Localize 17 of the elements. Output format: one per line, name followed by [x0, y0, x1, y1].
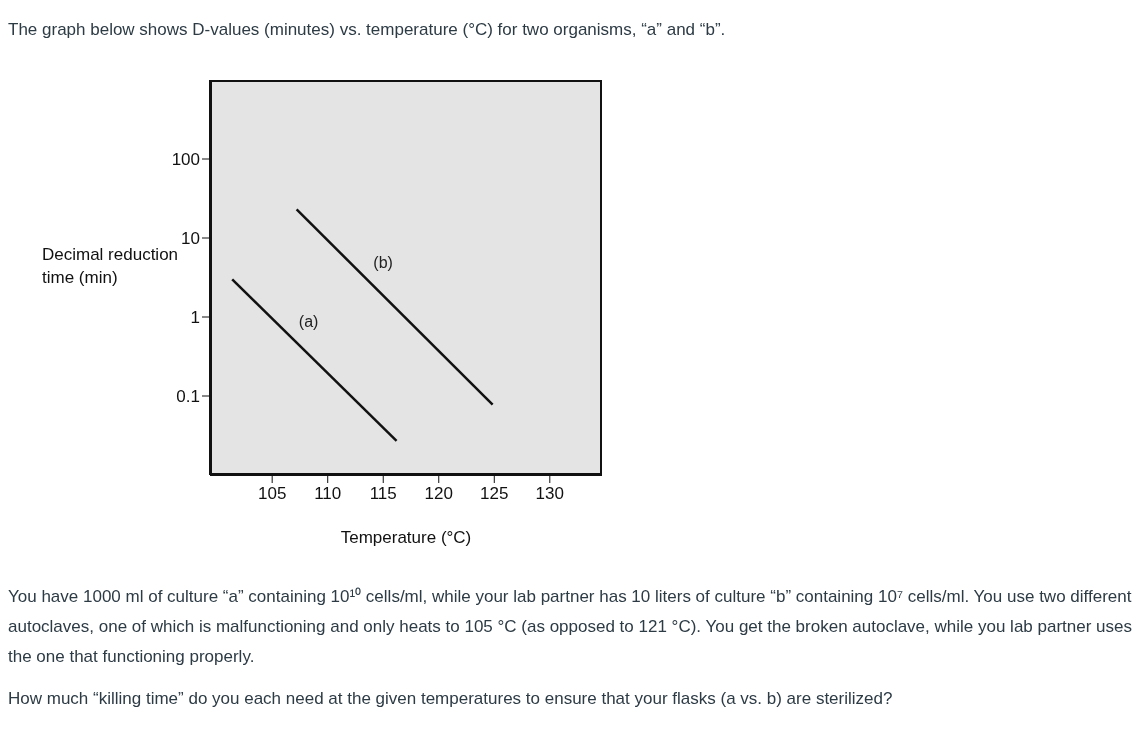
x-tick-label: 125	[480, 484, 509, 504]
series-label: (b)	[373, 253, 393, 271]
x-axis-title: Temperature (°C)	[340, 528, 472, 547]
y-tick-label: 1	[190, 308, 200, 328]
y-tick-label: 100	[171, 150, 200, 170]
y-axis-title: Decimal reduction time (min)	[42, 244, 180, 289]
series-label: (a)	[298, 313, 319, 331]
text: You have 1000 ml of culture “a” containing 10¹⁰ cells/ml, while your lab partner has 10 liters of culture “b” containing 10⁷ cells/ml. You use two different autoclaves, one of which is malfunctioning and only heats to 105 °C (as opposed to 121 °C). You get the broken autoclave, while you lab partner uses the one that functioning properly.	[8, 586, 1134, 668]
x-tick-label: 130	[535, 484, 564, 504]
x-tick-label: 105	[258, 484, 287, 504]
chart-title: The graph below shows D-values (minutes) vs. temperature (°C) for two organisms, “a” and “b”.	[8, 20, 726, 40]
x-tick-label: 110	[314, 484, 342, 504]
x-tick-label: 120	[424, 484, 453, 504]
text: How much “killing time” do you each need at the given temperatures to ensure that your flasks (a vs. b) are sterilized?	[8, 688, 894, 710]
y-tick-label: 0.1	[176, 387, 200, 407]
x-tick-label: 115	[369, 484, 397, 504]
y-tick-label: 10	[181, 229, 200, 249]
